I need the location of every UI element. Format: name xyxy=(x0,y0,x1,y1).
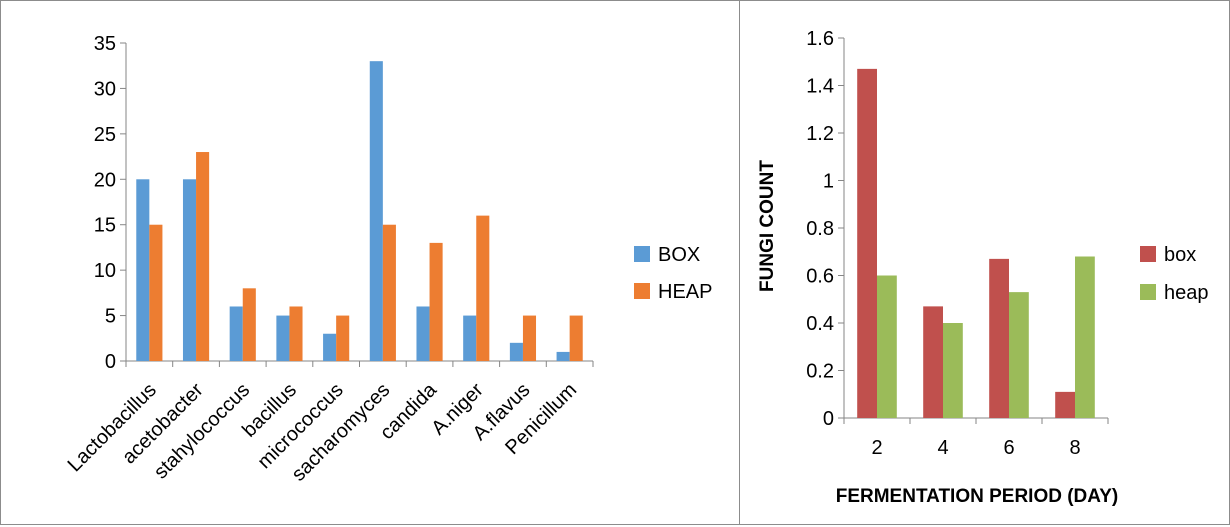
x-tick-label: 4 xyxy=(937,437,948,459)
bar-heap xyxy=(196,152,210,361)
bar-heap xyxy=(149,224,163,361)
bar-box xyxy=(509,342,523,361)
bar-box xyxy=(276,315,290,361)
y-tick-label: 10 xyxy=(94,260,116,282)
bar-box xyxy=(136,179,150,361)
bacteria-bar-chart: 05101520253035Lactobacillusacetobacterst… xyxy=(64,33,713,486)
legend-label-heap: HEAP xyxy=(658,281,712,303)
y-tick-label: 20 xyxy=(94,169,116,191)
bar-heap xyxy=(569,315,583,361)
y-tick-label: 0.4 xyxy=(806,313,834,335)
x-tick-label: 8 xyxy=(1069,437,1080,459)
y-tick-label: 1.2 xyxy=(806,123,834,145)
bar-box xyxy=(989,258,1009,418)
bar-box xyxy=(923,306,943,418)
bar-box xyxy=(229,306,243,361)
x-tick-label: 2 xyxy=(871,437,882,459)
legend-label-box: BOX xyxy=(658,244,700,266)
bar-box xyxy=(1055,391,1075,418)
bar-box xyxy=(182,179,197,361)
bar-box xyxy=(416,306,430,361)
y-tick-label: 25 xyxy=(94,124,116,146)
bar-box xyxy=(556,351,570,361)
y-tick-label: 0 xyxy=(105,351,116,373)
bar-heap xyxy=(336,315,350,361)
y-tick-label: 1.6 xyxy=(806,28,834,50)
y-tick-label: 0 xyxy=(823,408,834,430)
bar-box xyxy=(463,315,477,361)
x-tick-label: 6 xyxy=(1003,437,1014,459)
bar-box xyxy=(369,61,383,362)
legend-swatch-heap xyxy=(634,283,650,299)
y-tick-label: 1 xyxy=(823,171,834,193)
bar-heap xyxy=(382,224,396,361)
y-tick-label: 30 xyxy=(94,78,116,100)
bar-heap xyxy=(476,215,490,361)
legend-swatch-heap xyxy=(1140,284,1156,300)
bar-heap xyxy=(1075,256,1095,418)
y-tick-label: 0.6 xyxy=(806,266,834,288)
bar-heap xyxy=(877,275,897,418)
y-tick-label: 35 xyxy=(94,33,116,55)
bar-box xyxy=(857,68,877,418)
bar-heap xyxy=(289,306,303,361)
y-tick-label: 5 xyxy=(105,306,116,328)
legend-label-box: box xyxy=(1164,244,1196,266)
x-axis-title: FERMENTATION PERIOD (DAY) xyxy=(836,486,1119,507)
bar-heap xyxy=(429,242,443,361)
y-tick-label: 15 xyxy=(94,215,116,237)
y-axis-title: FUNGI COUNT xyxy=(757,160,778,292)
bar-heap xyxy=(522,315,537,361)
y-tick-label: 1.4 xyxy=(806,76,834,98)
legend-swatch-box xyxy=(634,246,650,262)
bar-heap xyxy=(943,323,963,418)
bar-heap xyxy=(242,288,256,361)
y-tick-label: 0.8 xyxy=(806,218,834,240)
bar-box xyxy=(323,333,337,361)
legend-swatch-box xyxy=(1140,246,1156,262)
legend-label-heap: heap xyxy=(1164,282,1209,304)
bar-heap xyxy=(1009,292,1029,418)
y-tick-label: 0.2 xyxy=(806,361,834,383)
